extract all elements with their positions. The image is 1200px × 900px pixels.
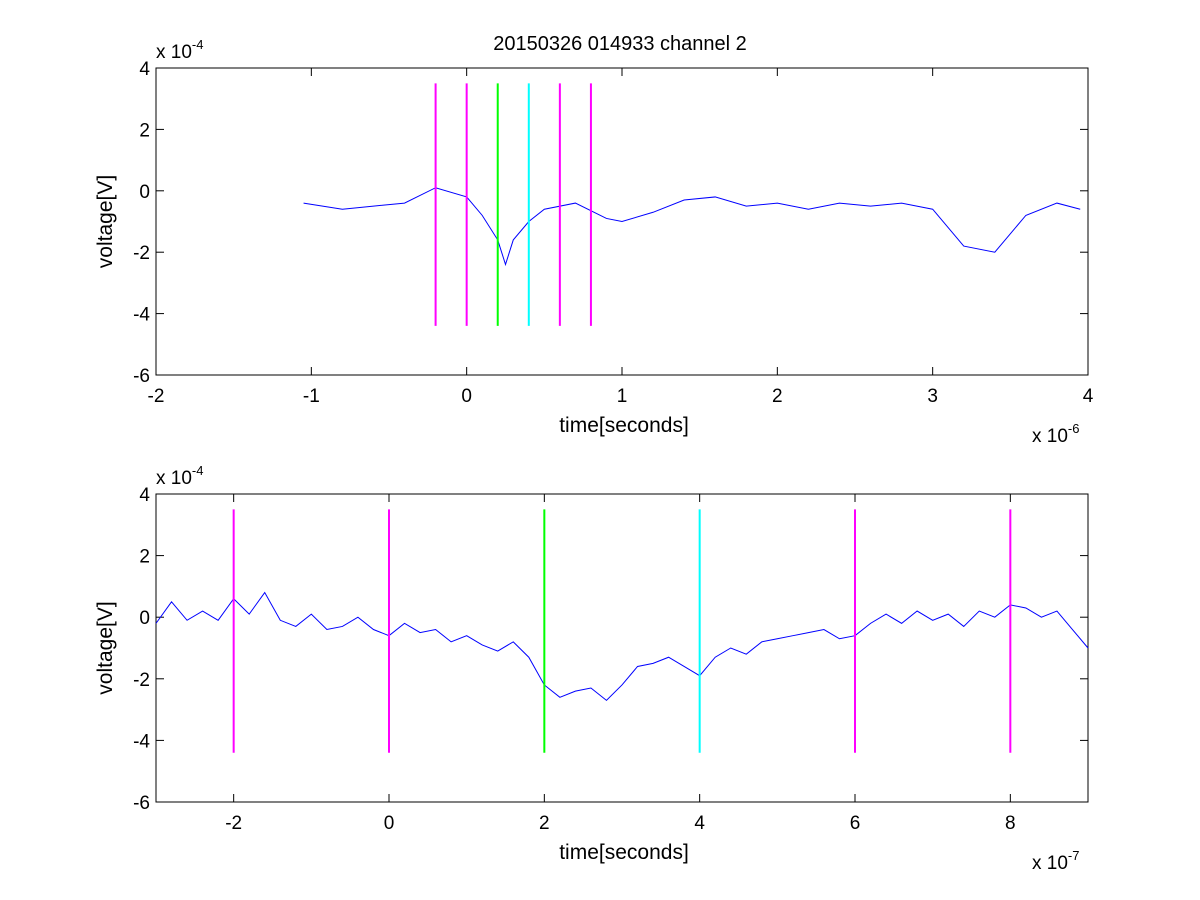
x-tick-label: -2 — [225, 813, 242, 834]
chart-title: 20150326 014933 channel 2 — [493, 33, 747, 55]
y-tick-label: 0 — [139, 182, 150, 203]
y-tick-label: -6 — [133, 366, 150, 387]
x-tick-label: -2 — [148, 386, 165, 407]
x-tick-label: 0 — [461, 386, 472, 407]
y-exponent-value: -4 — [192, 463, 204, 478]
x-tick-label: 3 — [927, 386, 938, 407]
y-axis-label: voltage[V] — [94, 175, 117, 268]
y-tick-label: 4 — [139, 485, 150, 506]
x-exponent-value: -6 — [1068, 421, 1080, 436]
axes-box — [155, 493, 1089, 803]
x-tick-label: 4 — [1083, 386, 1094, 407]
x-exponent-label: x 10-6 — [1032, 421, 1079, 447]
y-tick-label: -2 — [133, 670, 150, 691]
x-tick-label: 4 — [694, 813, 705, 834]
x-tick-label: 2 — [539, 813, 550, 834]
y-exponent-value: -4 — [192, 37, 204, 52]
signal-line — [303, 187, 1081, 267]
y-tick-label: -4 — [133, 731, 150, 752]
x-exponent-value: -7 — [1068, 848, 1080, 863]
x-exponent-label: x 10-7 — [1032, 848, 1079, 874]
x-tick-label: 0 — [384, 813, 395, 834]
top-plot-area: -2 -1 0 1 2 3 4-6-4-2024time[seconds]voltage[V… — [94, 37, 1094, 447]
x-axis-label: time[seconds] — [559, 414, 689, 437]
y-tick-label: 0 — [139, 608, 150, 629]
x-tick-label: -1 — [303, 386, 320, 407]
y-axis-label: voltage[V] — [94, 601, 117, 694]
x-tick-label: 2 — [772, 386, 783, 407]
x-axis-label: time[seconds] — [559, 841, 689, 864]
y-tick-label: 2 — [139, 547, 150, 568]
x-tick-label: 1 — [617, 386, 628, 407]
x-tick-label: 8 — [1005, 813, 1016, 834]
y-tick-label: -2 — [133, 243, 150, 264]
x-tick-label: 6 — [850, 813, 861, 834]
y-tick-label: -4 — [133, 305, 150, 326]
y-exponent-label: x 10-4 — [156, 463, 203, 489]
y-tick-label: 4 — [139, 59, 150, 80]
y-tick-label: -6 — [133, 793, 150, 814]
bottom-plot-area: -2 0 2 4 6 8-6-4-2024time[seconds]voltage[V]x… — [94, 463, 1089, 874]
top-subplot: 20150326 014933 channel 2 -2 -1 0 1 2 3 4-6-4-… — [94, 33, 1094, 447]
bottom-subplot: -2 0 2 4 6 8-6-4-2024time[seconds]voltage[V]x… — [94, 463, 1089, 874]
signal-line — [155, 591, 1089, 702]
y-tick-label: 2 — [139, 120, 150, 141]
y-exponent-label: x 10-4 — [156, 37, 203, 63]
